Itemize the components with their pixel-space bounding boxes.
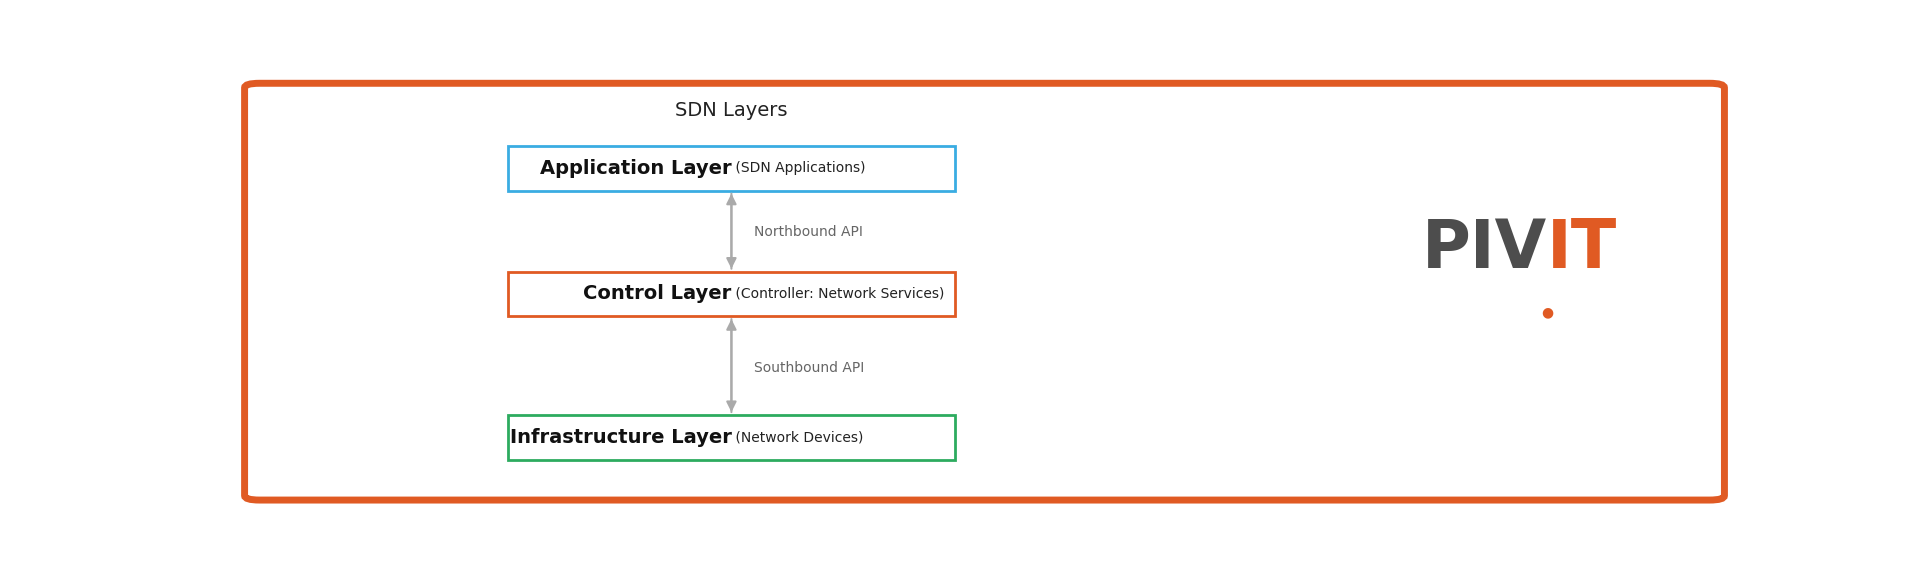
Text: (SDN Applications): (SDN Applications) [732, 161, 866, 175]
Text: Northbound API: Northbound API [753, 225, 863, 239]
Text: (Network Devices): (Network Devices) [732, 430, 864, 444]
FancyBboxPatch shape [507, 146, 955, 191]
FancyBboxPatch shape [507, 271, 955, 317]
Text: ●: ● [1541, 305, 1554, 319]
Text: IT: IT [1546, 216, 1617, 282]
Text: Southbound API: Southbound API [753, 361, 864, 375]
FancyBboxPatch shape [507, 415, 955, 460]
Text: Infrastructure Layer: Infrastructure Layer [509, 428, 732, 447]
Text: PIV: PIV [1422, 216, 1546, 282]
Text: Application Layer: Application Layer [540, 159, 732, 178]
Text: SDN Layers: SDN Layers [674, 101, 788, 120]
Text: (Controller: Network Services): (Controller: Network Services) [732, 287, 945, 301]
Text: Control Layer: Control Layer [584, 285, 732, 303]
